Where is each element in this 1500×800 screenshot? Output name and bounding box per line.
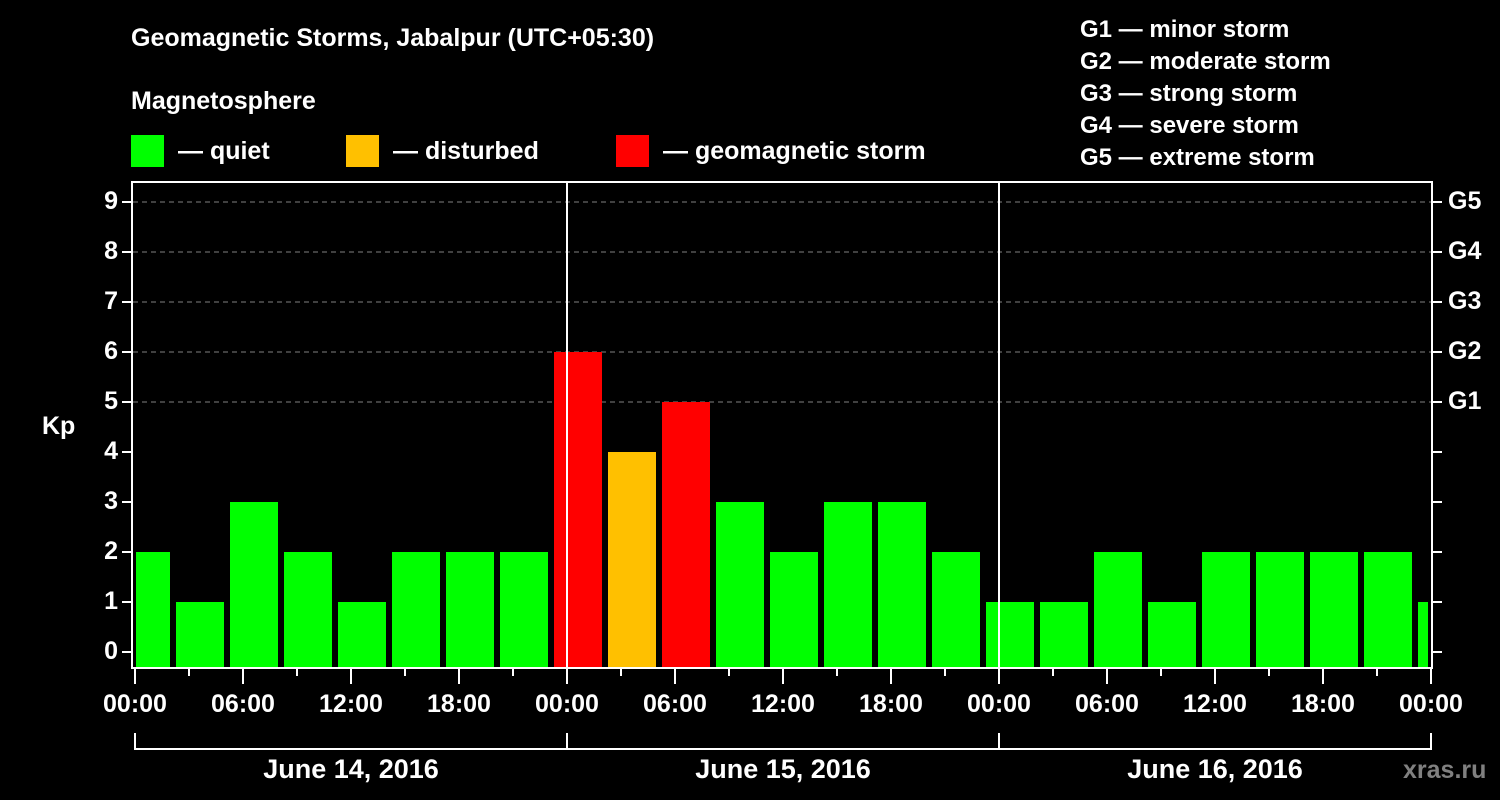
- kp-bar: [986, 602, 1034, 667]
- y-tick-label: 9: [104, 187, 118, 215]
- g-tick-label: G2: [1448, 337, 1482, 365]
- kp-bar: [662, 402, 710, 667]
- kp-bar: [932, 552, 980, 667]
- x-tick-label: 18:00: [1291, 690, 1355, 718]
- x-tick-label: 00:00: [967, 690, 1031, 718]
- date-label: June 14, 2016: [263, 754, 439, 784]
- y-tick-label: 1: [104, 587, 118, 615]
- legend-item-storm: — geomagnetic storm: [616, 134, 926, 168]
- kp-bar: [878, 502, 926, 667]
- kp-bar: [392, 552, 440, 667]
- kp-bar: [824, 502, 872, 667]
- kp-bar: [1256, 552, 1304, 667]
- kp-bar: [1202, 552, 1250, 667]
- y-tick-label: 6: [104, 337, 118, 365]
- legend-label-storm: — geomagnetic storm: [663, 136, 926, 165]
- y-tick-label: 4: [104, 437, 118, 465]
- y-tick-label: 5: [104, 387, 118, 415]
- x-tick-label: 00:00: [535, 690, 599, 718]
- kp-bar: [1418, 602, 1428, 667]
- kp-bar: [176, 602, 224, 667]
- x-tick-label: 06:00: [643, 690, 707, 718]
- g-legend-g3: G3 — strong storm: [1080, 80, 1298, 107]
- kp-bar: [554, 352, 602, 667]
- legend-swatch-quiet: [131, 135, 164, 167]
- kp-bar: [1364, 552, 1412, 667]
- kp-bar: [770, 552, 818, 667]
- kp-bar: [608, 452, 656, 667]
- kp-bar: [1040, 602, 1088, 667]
- legend-swatch-disturbed: [346, 135, 379, 167]
- g-scale-legend: G1 — minor storm G2 — moderate storm G3 …: [1080, 14, 1331, 174]
- kp-bar: [136, 552, 170, 667]
- x-tick-label: 18:00: [859, 690, 923, 718]
- kp-bar: [1148, 602, 1196, 667]
- kp-bar: [338, 602, 386, 667]
- y-tick-label: 7: [104, 287, 118, 315]
- kp-bar: [230, 502, 278, 667]
- x-tick-label: 18:00: [427, 690, 491, 718]
- legend-label-disturbed: — disturbed: [393, 136, 539, 165]
- watermark: xras.ru: [1403, 756, 1487, 784]
- legend-item-disturbed: — disturbed: [346, 134, 539, 168]
- g-tick-label: G3: [1448, 287, 1482, 315]
- legend-item-quiet: — quiet: [131, 134, 270, 168]
- kp-bar: [1310, 552, 1358, 667]
- x-tick-label: 06:00: [211, 690, 275, 718]
- legend-swatch-storm: [616, 135, 649, 167]
- legend-label-quiet: — quiet: [178, 136, 270, 165]
- y-tick-label: 0: [104, 637, 118, 665]
- g-tick-label: G4: [1448, 237, 1482, 265]
- kp-bar: [284, 552, 332, 667]
- x-tick-label: 00:00: [103, 690, 167, 718]
- g-legend-g5: G5 — extreme storm: [1080, 144, 1315, 171]
- kp-bar: [446, 552, 494, 667]
- g-legend-g4: G4 — severe storm: [1080, 112, 1299, 139]
- date-label: June 15, 2016: [695, 754, 871, 784]
- x-tick-label: 12:00: [751, 690, 815, 718]
- legend-heading: Magnetosphere: [131, 87, 316, 115]
- kp-bar: [500, 552, 548, 667]
- x-tick-label: 06:00: [1075, 690, 1139, 718]
- y-tick-label: 8: [104, 237, 118, 265]
- g-legend-g2: G2 — moderate storm: [1080, 48, 1331, 75]
- kp-bar: [716, 502, 764, 667]
- chart-title: Geomagnetic Storms, Jabalpur (UTC+05:30): [131, 24, 655, 52]
- kp-bar: [1094, 552, 1142, 667]
- g-tick-label: G5: [1448, 187, 1482, 215]
- y-tick-label: 3: [104, 487, 118, 515]
- y-tick-label: 2: [104, 537, 118, 565]
- x-tick-label: 12:00: [1183, 690, 1247, 718]
- y-axis-label: Kp: [42, 412, 76, 440]
- g-tick-label: G1: [1448, 387, 1482, 415]
- x-tick-label: 00:00: [1399, 690, 1463, 718]
- x-tick-label: 12:00: [319, 690, 383, 718]
- g-legend-g1: G1 — minor storm: [1080, 16, 1290, 43]
- date-label: June 16, 2016: [1127, 754, 1303, 784]
